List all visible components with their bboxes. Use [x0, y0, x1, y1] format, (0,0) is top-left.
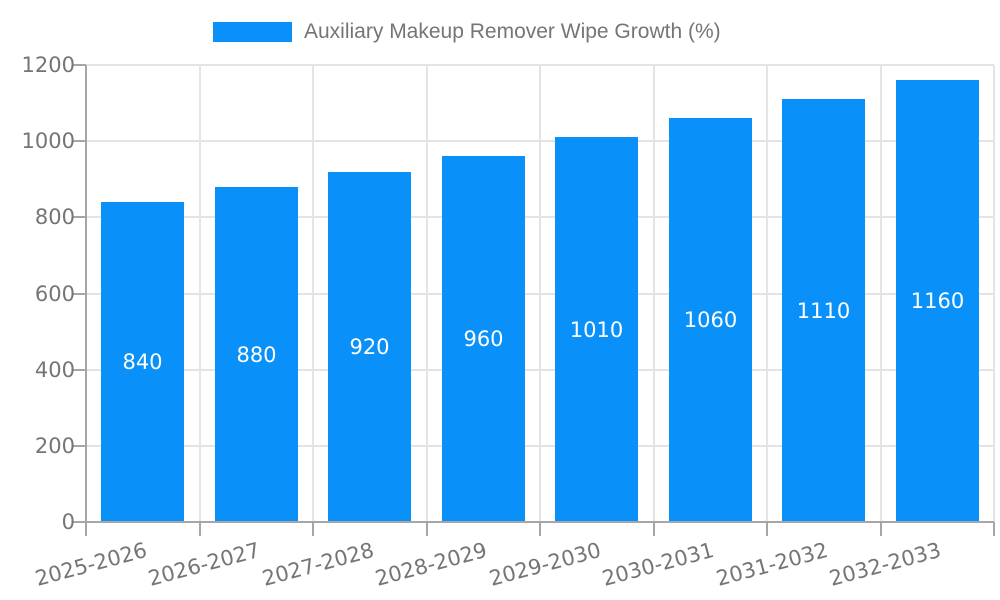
y-axis-line	[85, 65, 87, 522]
x-tick-label: 2026-2027	[145, 537, 263, 591]
bar[interactable]: 1010	[555, 137, 638, 522]
bar[interactable]: 1060	[669, 118, 752, 522]
y-tick-label: 1200	[21, 53, 75, 77]
v-gridline	[425, 65, 428, 522]
x-tick	[879, 522, 882, 536]
x-tick	[425, 522, 428, 536]
bar-value-label: 880	[236, 342, 277, 367]
bar-value-label: 920	[349, 335, 390, 359]
y-tick-label: 600	[34, 281, 75, 306]
legend-swatch[interactable]	[213, 22, 292, 42]
bar[interactable]: 1110	[782, 99, 865, 522]
bar[interactable]: 1160	[896, 80, 979, 522]
x-tick-label: 2028-2029	[372, 537, 490, 591]
y-tick-label: 800	[34, 205, 75, 230]
x-tick-label: 2032-2033	[826, 537, 944, 591]
v-gridline	[312, 65, 314, 522]
bar-value-label: 1060	[683, 308, 738, 332]
x-tick	[993, 522, 995, 536]
y-tick	[72, 292, 86, 295]
plot-area: 840 880 920 960 1010 1060 1110 1160	[86, 64, 995, 522]
y-tick-label: 1000	[21, 129, 75, 154]
bar[interactable]: 880	[215, 187, 298, 522]
bar[interactable]: 960	[442, 156, 525, 522]
bar-value-label: 1010	[569, 317, 624, 342]
bar[interactable]: 920	[328, 172, 411, 522]
y-tick-label: 400	[34, 357, 75, 382]
x-tick	[652, 522, 655, 536]
y-tick	[72, 368, 86, 371]
x-tick-label: 2030-2031	[599, 537, 717, 591]
x-tick	[539, 522, 541, 536]
bar-value-label: 1110	[796, 298, 851, 323]
y-tick-label: 0	[61, 510, 75, 534]
v-gridline	[652, 65, 655, 522]
y-tick	[72, 216, 86, 219]
legend-label[interactable]: Auxiliary Makeup Remover Wipe Growth (%)	[304, 20, 721, 43]
y-tick-label: 200	[34, 433, 75, 458]
x-tick	[85, 522, 87, 536]
v-gridline	[993, 65, 995, 522]
v-gridline	[879, 65, 882, 522]
x-tick	[312, 522, 314, 536]
v-gridline	[766, 65, 768, 522]
x-tick	[198, 522, 201, 536]
bar-value-label: 960	[463, 327, 504, 351]
y-tick	[72, 140, 86, 143]
bar[interactable]: 840	[101, 202, 184, 522]
v-gridline	[539, 65, 541, 522]
legend[interactable]: Auxiliary Makeup Remover Wipe Growth (%)	[213, 20, 721, 43]
v-gridline	[198, 65, 201, 522]
bar-value-label: 1160	[910, 289, 965, 313]
y-tick	[72, 521, 86, 523]
y-tick	[72, 444, 86, 447]
bar-value-label: 840	[122, 350, 163, 374]
x-tick	[766, 522, 768, 536]
y-tick	[72, 64, 86, 66]
